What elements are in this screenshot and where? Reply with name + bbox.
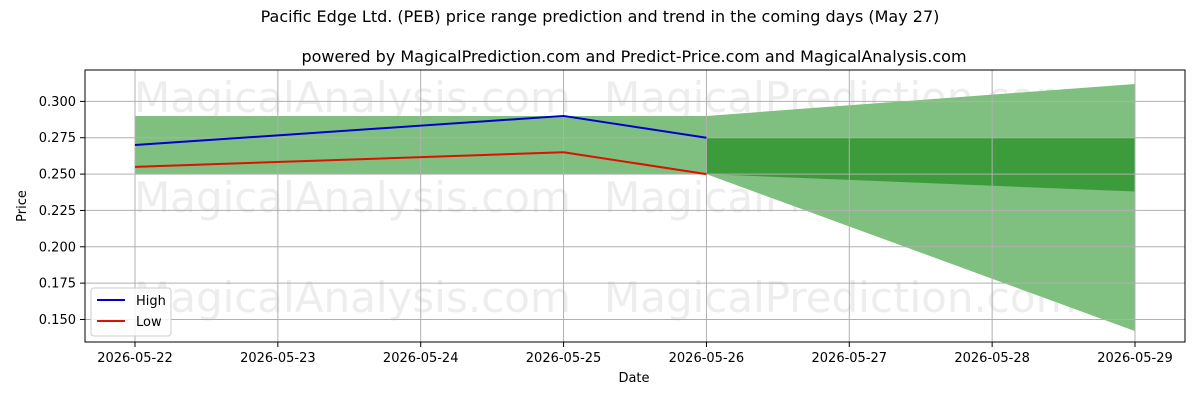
legend-low-label: Low xyxy=(136,315,162,330)
x-tick-label: 2026-05-25 xyxy=(526,351,602,366)
y-tick-label: 0.225 xyxy=(39,204,76,219)
series-line-low xyxy=(134,151,707,176)
chart-title: Pacific Edge Ltd. (PEB) price range pred… xyxy=(261,7,940,26)
y-tick-label: 0.275 xyxy=(39,131,76,146)
x-tick-label: 2026-05-28 xyxy=(954,351,1030,366)
band-prediction-core xyxy=(706,137,1135,192)
x-tick-label: 2026-05-26 xyxy=(669,351,745,366)
watermark-text: MagicalAnalysis.com xyxy=(134,73,571,122)
x-tick-label: 2026-05-29 xyxy=(1097,351,1173,366)
series-line-high xyxy=(134,114,707,147)
x-tick-label: 2026-05-27 xyxy=(812,351,888,366)
y-tick-label: 0.250 xyxy=(39,168,76,183)
legend-high-label: High xyxy=(136,294,166,309)
series-lines xyxy=(134,114,707,176)
y-tick-label: 0.175 xyxy=(39,277,76,292)
x-axis-label: Date xyxy=(618,371,649,386)
watermark-text: MagicalAnalysis.com xyxy=(134,173,571,222)
y-tick-label: 0.150 xyxy=(39,313,76,328)
watermark-text: MagicalPrediction.com xyxy=(604,273,1077,322)
grid xyxy=(85,70,1185,342)
y-tick-label: 0.300 xyxy=(39,95,76,110)
watermark-text: MagicalAnalysis.com xyxy=(134,273,571,322)
legend: High Low xyxy=(90,287,172,337)
y-axis-label: Price xyxy=(15,190,30,222)
plot-frame xyxy=(84,69,1186,343)
x-tick-label: 2026-05-24 xyxy=(383,351,459,366)
y-axis-ticks: 0.300 0.275 0.250 0.225 0.200 0.175 0.150 xyxy=(39,95,85,328)
x-tick-label: 2026-05-23 xyxy=(240,351,316,366)
y-tick-label: 0.200 xyxy=(39,240,76,255)
x-tick-label: 2026-05-22 xyxy=(97,351,173,366)
chart-subtitle: powered by MagicalPrediction.com and Pre… xyxy=(301,47,966,66)
x-axis-ticks: 2026-05-22 2026-05-23 2026-05-24 2026-05-25… xyxy=(97,342,1173,366)
